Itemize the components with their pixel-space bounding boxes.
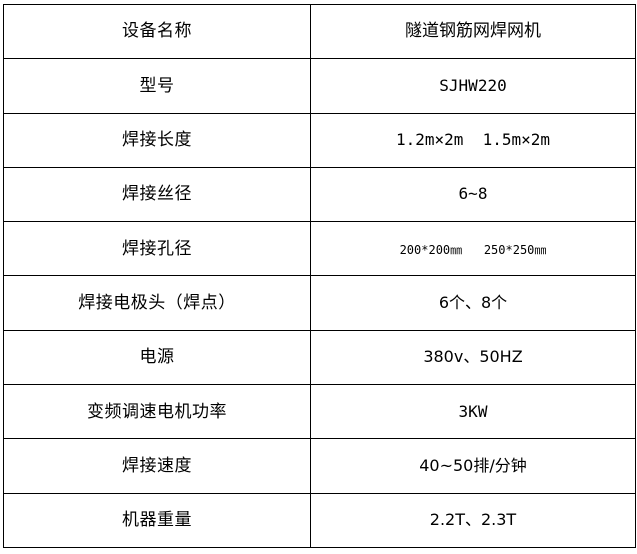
- param-value-text: 6个、8个: [438, 292, 508, 312]
- table-row: 焊接丝径 6~8: [3, 166, 636, 223]
- param-name-text: 焊接电极头（焊点）: [78, 292, 236, 313]
- param-name-cell: 焊接长度: [3, 112, 311, 168]
- table-row: 电源 380v、50HZ: [3, 329, 636, 386]
- table-body: 设备名称 隧道钢筋网焊网机型号 SJHW220 焊接长度 1.2m×2m 1.5m×2m…: [3, 3, 636, 549]
- param-value-cell: 6个、8个: [310, 275, 636, 331]
- param-name-cell: 变频调速电机功率: [3, 384, 311, 440]
- param-name-text: 焊接长度: [122, 130, 192, 151]
- table-row: 焊接孔径 200*200㎜ 250*250㎜: [3, 221, 636, 277]
- param-name-text: 焊接孔径: [122, 238, 192, 259]
- param-value-text: 6~8: [458, 184, 488, 204]
- param-value-cell: 6~8: [310, 166, 636, 223]
- param-value-cell: 1.2m×2m 1.5m×2m: [310, 112, 636, 168]
- param-value-text: 40~50排/分钟: [419, 455, 527, 475]
- param-name-text: 焊接丝径: [122, 184, 192, 205]
- param-value-cell: SJHW220: [310, 58, 636, 114]
- param-value-cell: 3KW: [310, 384, 636, 440]
- table-row: 焊接长度 1.2m×2m 1.5m×2m: [3, 112, 636, 168]
- param-name-cell: 焊接电极头（焊点）: [3, 275, 311, 331]
- param-name-cell: 焊接孔径: [3, 221, 311, 277]
- param-value-cell: 200*200㎜ 250*250㎜: [310, 221, 636, 277]
- param-name-text: 机器重量: [122, 510, 192, 531]
- param-name-cell: 焊接速度: [3, 438, 311, 494]
- param-name-cell: 设备名称: [3, 3, 311, 60]
- param-name-cell: 电源: [3, 329, 311, 386]
- table-row: 设备名称 隧道钢筋网焊网机: [3, 3, 636, 60]
- param-value-text: 1.2m×2m 1.5m×2m: [395, 130, 551, 150]
- table-row: 变频调速电机功率 3KW: [3, 384, 636, 440]
- param-value-text: 380v、50HZ: [423, 347, 523, 367]
- param-name-text: 电源: [139, 347, 175, 368]
- param-value-text: 200*200㎜ 250*250㎜: [399, 242, 547, 257]
- param-value-cell: 40~50排/分钟: [310, 438, 636, 494]
- table-row: 焊接速度 40~50排/分钟: [3, 438, 636, 494]
- param-name-text: 变频调速电机功率: [87, 401, 227, 422]
- param-value-text: 2.2T、2.3T: [429, 510, 517, 530]
- param-name-text: 型号: [139, 75, 175, 96]
- param-value-text: SJHW220: [439, 75, 507, 95]
- param-value-text: 3KW: [458, 401, 488, 421]
- param-name-cell: 型号: [3, 58, 311, 114]
- table-row: 机器重量 2.2T、2.3T: [3, 492, 636, 549]
- param-name-cell: 焊接丝径: [3, 166, 311, 223]
- specification-table: 设备名称 隧道钢筋网焊网机型号 SJHW220 焊接长度 1.2m×2m 1.5m×2m…: [3, 3, 636, 549]
- specification-table-container: 设备名称 隧道钢筋网焊网机型号 SJHW220 焊接长度 1.2m×2m 1.5m×2m…: [3, 3, 636, 549]
- table-row: 型号 SJHW220: [3, 58, 636, 114]
- param-name-cell: 机器重量: [3, 492, 311, 549]
- param-value-cell: 380v、50HZ: [310, 329, 636, 386]
- param-value-cell: 隧道钢筋网焊网机: [310, 3, 636, 60]
- table-row: 焊接电极头（焊点） 6个、8个: [3, 275, 636, 331]
- param-name-text: 设备名称: [122, 21, 192, 42]
- param-name-text: 焊接速度: [122, 455, 192, 476]
- param-value-cell: 2.2T、2.3T: [310, 492, 636, 549]
- param-value-text: 隧道钢筋网焊网机: [405, 21, 541, 42]
